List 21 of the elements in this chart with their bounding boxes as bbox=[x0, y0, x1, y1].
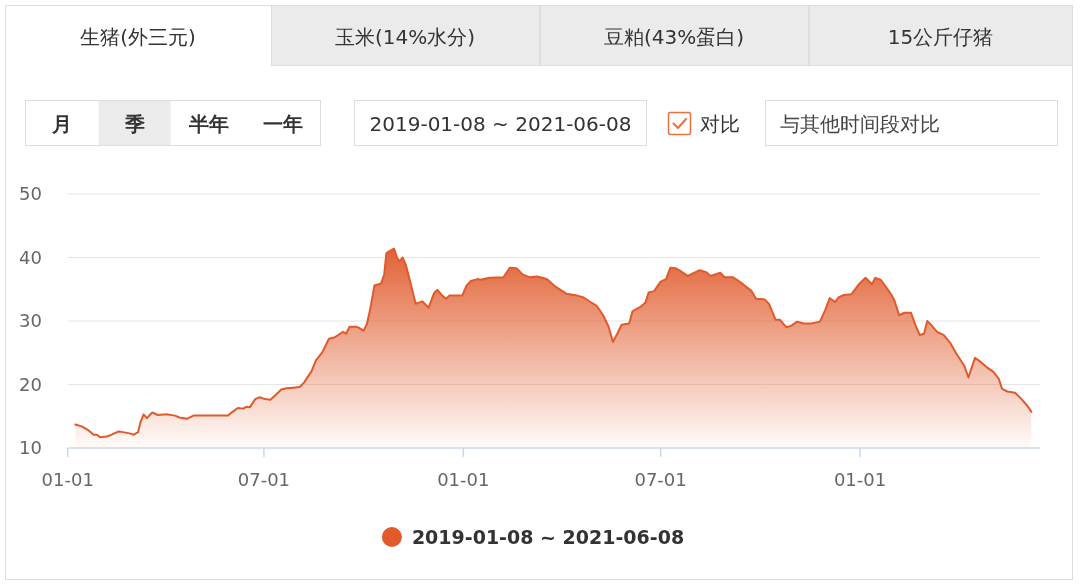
x-tick-label: 01-01 bbox=[833, 469, 887, 490]
y-tick-label: 20 bbox=[19, 373, 42, 395]
text: 月 bbox=[50, 112, 72, 136]
legend: 2019-01-08 ~ 2021-06-08 bbox=[381, 526, 685, 548]
x-tick-label: 07-01 bbox=[237, 469, 291, 490]
text: 2019-01-08 ~ 2021-06-08 bbox=[369, 112, 632, 136]
text: 豆粕(43%蛋白) bbox=[603, 25, 745, 49]
text: 15公斤仔猪 bbox=[887, 25, 994, 49]
text: 对比 bbox=[700, 112, 740, 136]
text: 一年 bbox=[263, 112, 304, 136]
text: 半年 bbox=[187, 112, 229, 136]
x-tick-label: 01-01 bbox=[41, 469, 94, 490]
y-tick-label: 40 bbox=[19, 246, 42, 268]
text: 与其他时间段对比 bbox=[780, 112, 940, 136]
x-tick-label: 07-01 bbox=[634, 469, 687, 490]
y-tick-label: 30 bbox=[19, 310, 42, 331]
y-tick-label: 50 bbox=[19, 183, 42, 204]
text: 季 bbox=[123, 112, 145, 136]
text: 玉米(14%水分) bbox=[334, 25, 476, 49]
y-tick-label: 10 bbox=[19, 437, 42, 458]
x-tick-label: 01-01 bbox=[437, 469, 490, 490]
